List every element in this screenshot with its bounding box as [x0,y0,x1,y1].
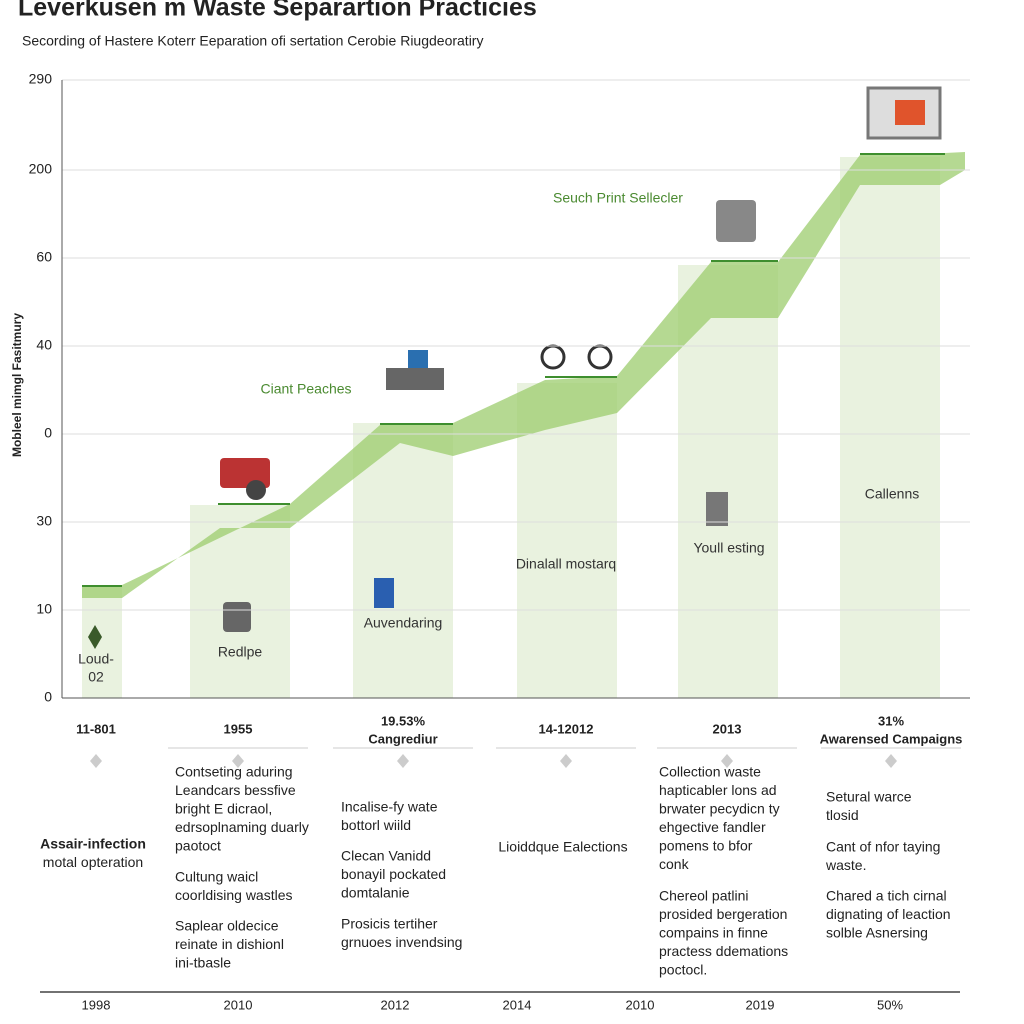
step [840,157,940,698]
marker [232,754,244,768]
chart-label: Ciant Peaches [260,381,351,397]
icons [88,86,942,649]
description: bright E dicraol, [175,801,272,817]
description: Contseting aduring [175,764,293,780]
description: conk [659,856,690,872]
step [190,505,290,698]
footer-label: 2019 [746,997,775,1012]
description: brwater pecydicn ty [659,801,780,817]
column-heading: Cangrediur [368,731,437,746]
marker [90,754,102,768]
y-axis-label: 40 [36,337,52,353]
y-axis-label: 10 [36,601,52,617]
column-heading: 2013 [713,721,742,736]
description: waste. [825,857,866,873]
step [82,587,122,698]
chart-label: Redlpe [218,644,263,660]
description: poctocl. [659,962,707,978]
bench-icon [408,350,428,368]
description: Incalise-fy wate [341,799,438,815]
description: dignating of leaction [826,906,951,922]
column-heading: 14-12012 [539,721,594,736]
footer-label: 2012 [381,997,410,1012]
footer-label: 50% [877,997,903,1012]
screen-icon [895,100,925,125]
step [678,265,778,698]
description: paotoct [175,838,221,854]
subtitle: Secording of Hastere Koterr Eeparation o… [22,33,483,49]
bench-icon [386,368,444,390]
description: ini-tbasle [175,955,231,971]
description: Cant of nfor taying [826,839,940,855]
footer-label: 2010 [224,997,253,1012]
column-heading: Awarensed Campaigns [820,731,963,746]
bin-icon [706,492,728,526]
title: Leverkusen m Waste Separartion Practicie… [18,0,537,22]
description: Chereol patlini [659,888,749,904]
footer-label: 1998 [82,997,111,1012]
chart-label: Callenns [865,486,919,502]
description: pomens to bfor [659,838,753,854]
description: grnuoes invendsing [341,934,462,950]
chart-label: Youll esting [693,540,764,556]
y-axis-label: 200 [29,161,53,177]
leaf-icon [88,625,102,649]
description: ehgective fandler [659,819,766,835]
description: motal opteration [43,854,143,870]
description: Leandcars bessfive [175,782,296,798]
description: hapticabler lons ad [659,782,777,798]
y-axis-label: 30 [36,513,52,529]
chart-label: Loud- [78,651,114,667]
y-axis-title: Mobleel mimgl Fasitmury [10,313,24,457]
description: Lioiddque Ealections [498,839,627,855]
step [517,383,617,698]
column-heading: 1955 [224,721,253,736]
wheel [246,480,266,500]
description: Cultung waicl [175,869,258,885]
description: bottorl wiild [341,817,411,833]
description: Assair-infection [40,836,146,852]
description: Setural warce [826,789,912,805]
description: tlosid [826,807,859,823]
description: prosided bergeration [659,906,787,922]
description: solble Asnersing [826,925,928,941]
y-axis-label: 0 [44,425,52,441]
chart-label: 02 [88,669,104,685]
bag-icon [223,602,251,632]
y-axis-label: 290 [29,71,53,87]
description: Saplear oldecice [175,918,279,934]
marker [885,754,897,768]
y-axis-label: 0 [44,689,52,705]
chart-label: Dinalall mostarq [516,556,616,572]
description: Collection waste [659,764,761,780]
footer-label: 2010 [626,997,655,1012]
description: coorldising wastles [175,887,293,903]
step-tops [82,153,945,587]
y-axis-label: 60 [36,249,52,265]
description: domtalanie [341,885,410,901]
description: edrsoplnaming duarly [175,819,309,835]
description: practess ddemations [659,943,788,959]
chart-label: Seuch Print Sellecler [553,190,683,206]
chart-label: Auvendaring [364,615,443,631]
bin-icon [374,578,394,608]
columns [82,157,940,698]
cart-icon [716,200,756,242]
step [353,423,453,698]
description: Prosicis tertiher [341,916,438,932]
marker [397,754,409,768]
description: bonayil pockated [341,866,446,882]
description: Clecan Vanidd [341,848,431,864]
description: compains in finne [659,925,768,941]
description: reinate in dishionl [175,936,284,952]
footer-label: 2014 [503,997,532,1012]
column-heading: 19.53% [381,713,426,728]
description: Chared a tich cirnal [826,888,947,904]
ribbon [82,152,965,598]
column-heading: 31% [878,713,904,728]
marker [560,754,572,768]
marker [721,754,733,768]
column-heading: 11-801 [76,721,116,736]
